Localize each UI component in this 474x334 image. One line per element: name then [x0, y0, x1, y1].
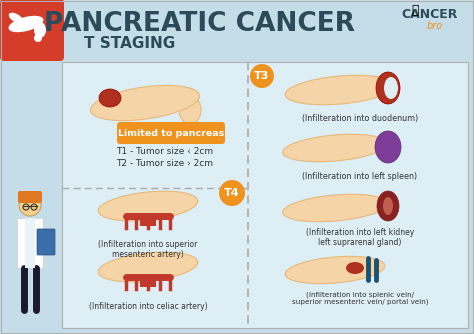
Circle shape — [250, 64, 274, 88]
Ellipse shape — [283, 194, 387, 222]
Ellipse shape — [179, 96, 201, 124]
Circle shape — [219, 180, 245, 206]
Ellipse shape — [376, 72, 400, 104]
Text: (Infilteration into left spleen): (Infilteration into left spleen) — [302, 172, 418, 181]
Ellipse shape — [9, 16, 44, 32]
Text: T4: T4 — [224, 188, 240, 198]
FancyBboxPatch shape — [140, 277, 156, 287]
Text: bro: bro — [427, 21, 443, 31]
Text: (Infilteration into celiac artery): (Infilteration into celiac artery) — [89, 302, 207, 311]
Text: T3: T3 — [255, 71, 270, 81]
FancyBboxPatch shape — [117, 122, 225, 144]
Text: CANCER: CANCER — [402, 8, 458, 21]
Ellipse shape — [375, 131, 401, 163]
Text: T2 - Tumor size › 2cm: T2 - Tumor size › 2cm — [117, 160, 213, 168]
Ellipse shape — [99, 89, 121, 107]
Text: (Infilteration into duodenum): (Infilteration into duodenum) — [302, 114, 418, 123]
FancyBboxPatch shape — [18, 191, 42, 203]
Ellipse shape — [383, 197, 393, 215]
Text: (Infilteration into left kidney
left suprarenal gland): (Infilteration into left kidney left sup… — [306, 228, 414, 247]
FancyBboxPatch shape — [0, 0, 64, 61]
Ellipse shape — [384, 77, 398, 99]
Ellipse shape — [34, 22, 46, 38]
Text: 👓: 👓 — [411, 3, 419, 16]
Text: PANCREATIC CANCER: PANCREATIC CANCER — [45, 11, 356, 37]
Ellipse shape — [377, 191, 399, 221]
FancyBboxPatch shape — [62, 62, 468, 328]
Ellipse shape — [91, 86, 200, 121]
Text: T STAGING: T STAGING — [84, 36, 176, 51]
FancyBboxPatch shape — [25, 218, 35, 268]
Ellipse shape — [285, 256, 385, 284]
Text: (Infilteration into splenic vein/
superior mesenteric vein/ portal vein): (Infilteration into splenic vein/ superi… — [292, 291, 428, 305]
Ellipse shape — [34, 34, 42, 42]
Text: T1 - Tumor size ‹ 2cm: T1 - Tumor size ‹ 2cm — [117, 148, 214, 157]
FancyBboxPatch shape — [17, 218, 43, 268]
Ellipse shape — [98, 252, 198, 282]
FancyBboxPatch shape — [140, 216, 156, 226]
Ellipse shape — [346, 262, 364, 274]
Ellipse shape — [283, 134, 387, 162]
Ellipse shape — [9, 13, 23, 23]
Ellipse shape — [98, 191, 198, 221]
Circle shape — [19, 194, 41, 216]
Ellipse shape — [285, 75, 395, 105]
Text: Limited to pancreas: Limited to pancreas — [118, 130, 224, 139]
Text: (Infilteration into superior
mesenteric artery): (Infilteration into superior mesenteric … — [98, 240, 198, 260]
FancyBboxPatch shape — [37, 229, 55, 255]
